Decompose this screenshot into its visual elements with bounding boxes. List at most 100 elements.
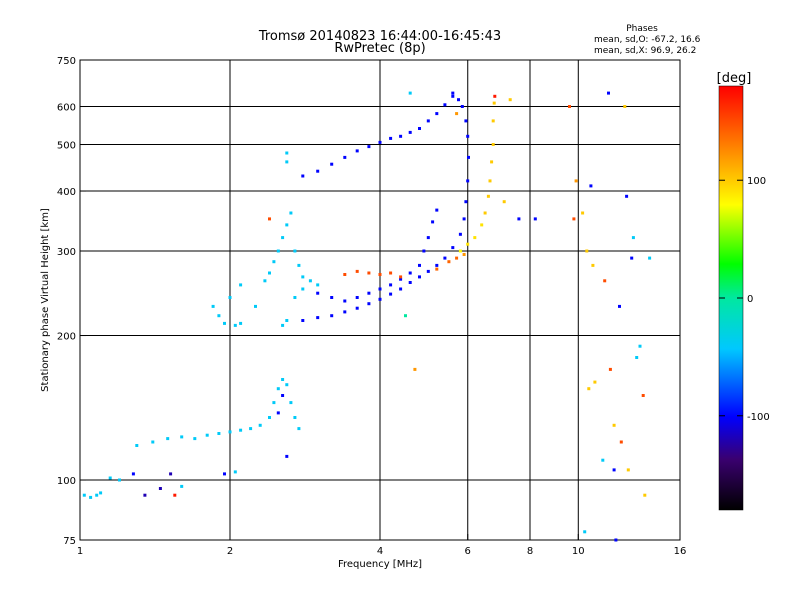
data-point — [408, 271, 412, 275]
data-point — [82, 493, 86, 497]
data-point — [378, 140, 382, 144]
data-point — [118, 478, 121, 482]
data-point — [285, 151, 289, 155]
data-point — [285, 383, 289, 387]
y-axis-label: Stationary phase Virtual Height [km] — [40, 208, 51, 392]
data-point — [281, 394, 285, 397]
data-point — [272, 401, 276, 405]
data-point — [399, 277, 403, 281]
y-tick-label: 75 — [63, 536, 76, 547]
data-point — [435, 208, 439, 212]
data-point — [491, 119, 495, 123]
data-point — [603, 279, 607, 283]
colorbar-tick-label: 100 — [747, 176, 766, 187]
data-point — [297, 427, 301, 431]
data-point — [473, 236, 477, 240]
data-point — [308, 279, 312, 283]
data-point — [641, 394, 645, 397]
data-point — [316, 283, 320, 287]
y-tick-label: 300 — [57, 247, 76, 258]
data-point — [276, 411, 280, 415]
data-point — [301, 319, 305, 322]
colorbar-ticks: 100 0 -100 — [719, 176, 770, 423]
data-point — [443, 256, 447, 260]
data-point — [581, 211, 585, 215]
data-point — [367, 145, 371, 149]
phases-mean-o: mean, sd,O: -67.2, 16.6 — [594, 35, 701, 45]
data-point — [285, 223, 289, 227]
data-point — [166, 437, 170, 441]
data-point — [223, 321, 226, 325]
data-point — [276, 387, 280, 391]
data-point — [343, 273, 347, 276]
data-point — [460, 105, 464, 108]
data-point — [316, 316, 320, 320]
data-point — [343, 310, 347, 314]
data-point — [378, 273, 382, 276]
data-point — [466, 134, 470, 138]
data-point — [268, 271, 271, 275]
data-point — [281, 378, 285, 381]
data-point — [643, 493, 647, 497]
colorbar-tick-label: 0 — [747, 294, 753, 305]
data-point — [180, 484, 184, 488]
data-point — [492, 101, 496, 105]
chart-subtitle: RwPretec (8p) — [334, 41, 425, 56]
data-point — [293, 249, 297, 253]
data-point — [614, 538, 618, 542]
data-point — [451, 246, 455, 250]
data-point — [289, 211, 293, 215]
y-tick-label: 400 — [57, 187, 76, 198]
data-point — [389, 271, 393, 275]
y-tick-label: 100 — [57, 476, 76, 487]
data-point — [623, 105, 627, 108]
data-point — [408, 130, 412, 134]
data-point — [316, 169, 320, 173]
data-point — [239, 428, 243, 432]
data-point — [228, 430, 232, 434]
data-point — [399, 275, 403, 279]
data-point — [601, 458, 605, 462]
data-point — [458, 249, 462, 253]
data-point — [281, 323, 285, 327]
data-point — [408, 91, 412, 95]
data-point — [249, 427, 253, 431]
data-point — [418, 127, 421, 130]
data-point — [289, 401, 293, 405]
data-point — [399, 287, 403, 291]
data-point — [491, 143, 495, 146]
data-point — [343, 299, 347, 303]
data-point — [455, 112, 459, 116]
data-point — [263, 279, 267, 283]
data-point — [281, 236, 285, 240]
data-point — [648, 256, 652, 260]
data-point — [589, 184, 593, 188]
data-point — [435, 263, 439, 267]
data-point — [272, 260, 276, 264]
data-point — [612, 423, 616, 427]
data-point — [378, 287, 382, 291]
data-point — [426, 236, 430, 240]
data-point — [635, 356, 639, 359]
data-point — [217, 432, 221, 435]
data-point — [367, 271, 371, 275]
data-point — [301, 275, 305, 279]
data-point — [389, 292, 393, 296]
data-point — [464, 200, 468, 204]
data-point — [211, 304, 215, 308]
data-point — [443, 103, 447, 107]
data-point — [355, 296, 359, 299]
data-point — [625, 194, 629, 198]
data-point — [258, 423, 262, 427]
x-tick-label: 16 — [674, 546, 687, 557]
x-tick-label: 4 — [377, 546, 383, 557]
data-point — [268, 416, 271, 419]
data-point — [583, 530, 587, 534]
data-point — [404, 314, 407, 318]
data-point — [457, 98, 460, 102]
data-point — [316, 291, 320, 295]
data-point — [493, 94, 497, 98]
data-point — [239, 283, 243, 287]
data-point — [355, 269, 359, 273]
